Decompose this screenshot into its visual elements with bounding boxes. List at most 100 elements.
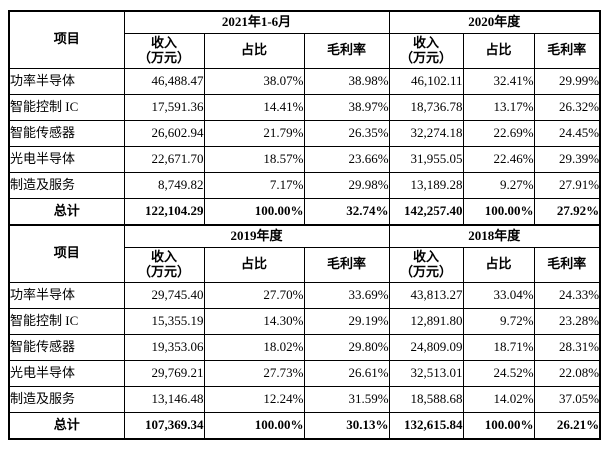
row-label: 功率半导体 xyxy=(8,281,125,309)
header-row-metrics: 收入 （万元） 占比 毛利率 收入 （万元） 占比 毛利率 xyxy=(9,32,601,69)
sub-header-margin: 毛利率 xyxy=(303,246,390,283)
value-cell: 30.13% xyxy=(303,411,390,440)
value-cell: 18,736.78 xyxy=(388,93,464,121)
row-label: 光电半导体 xyxy=(8,359,125,387)
sub-header-margin: 毛利率 xyxy=(533,246,601,283)
value-cell: 14.02% xyxy=(462,385,535,413)
sub-header-share: 占比 xyxy=(203,246,305,283)
value-cell: 14.41% xyxy=(203,93,305,121)
value-cell: 100.00% xyxy=(203,411,305,440)
value-cell: 32.74% xyxy=(303,197,390,226)
value-cell: 33.69% xyxy=(303,281,390,309)
table-row: 智能传感器 26,602.94 21.79% 26.35% 32,274.18 … xyxy=(8,119,601,147)
value-cell: 29.39% xyxy=(533,145,601,173)
value-cell: 38.97% xyxy=(303,93,390,121)
value-cell: 13.17% xyxy=(462,93,535,121)
value-cell: 7.17% xyxy=(203,171,305,199)
value-cell: 17,591.36 xyxy=(123,93,205,121)
period-header: 2020年度 xyxy=(388,10,601,34)
sub-header-revenue: 收入 （万元） xyxy=(388,246,464,283)
row-label: 功率半导体 xyxy=(8,67,125,95)
sub-header-share: 占比 xyxy=(462,246,535,283)
row-label: 智能控制 IC xyxy=(8,307,125,335)
table-row: 制造及服务 13,146.48 12.24% 31.59% 18,588.68 … xyxy=(8,385,601,413)
value-cell: 142,257.40 xyxy=(388,197,464,226)
value-cell: 9.27% xyxy=(462,171,535,199)
row-label: 智能传感器 xyxy=(8,119,125,147)
value-cell: 100.00% xyxy=(462,411,535,440)
value-cell: 12,891.80 xyxy=(388,307,464,335)
value-cell: 46,488.47 xyxy=(123,67,205,95)
value-cell: 26.21% xyxy=(533,411,601,440)
value-cell: 22,671.70 xyxy=(123,145,205,173)
value-cell: 18,588.68 xyxy=(388,385,464,413)
table-row: 功率半导体 46,488.47 38.07% 38.98% 46,102.11 … xyxy=(8,67,601,95)
value-cell: 22.46% xyxy=(462,145,535,173)
value-cell: 24,809.09 xyxy=(388,333,464,361)
value-cell: 23.66% xyxy=(303,145,390,173)
value-cell: 26,602.94 xyxy=(123,119,205,147)
row-label: 光电半导体 xyxy=(8,145,125,173)
total-label: 总计 xyxy=(8,411,125,440)
value-cell: 122,104.29 xyxy=(123,197,205,226)
value-cell: 29.98% xyxy=(303,171,390,199)
value-cell: 26.61% xyxy=(303,359,390,387)
value-cell: 32.41% xyxy=(462,67,535,95)
value-cell: 100.00% xyxy=(462,197,535,226)
value-cell: 29,769.21 xyxy=(123,359,205,387)
value-cell: 27.73% xyxy=(203,359,305,387)
sub-header-revenue: 收入 （万元） xyxy=(123,246,205,283)
total-label: 总计 xyxy=(8,197,125,226)
header-row-periods: 项目 2021年1-6月 2020年度 xyxy=(8,10,601,69)
value-cell: 100.00% xyxy=(203,197,305,226)
sub-header-revenue: 收入 （万元） xyxy=(123,32,205,69)
item-column-header: 项目 xyxy=(8,224,125,283)
row-label: 智能传感器 xyxy=(8,333,125,361)
value-cell: 32,274.18 xyxy=(388,119,464,147)
value-cell: 22.08% xyxy=(533,359,601,387)
sub-header-margin: 毛利率 xyxy=(533,32,601,69)
value-cell: 28.31% xyxy=(533,333,601,361)
value-cell: 132,615.84 xyxy=(388,411,464,440)
value-cell: 18.02% xyxy=(203,333,305,361)
table-row: 智能控制 IC 15,355.19 14.30% 29.19% 12,891.8… xyxy=(8,307,601,335)
period-header: 2019年度 xyxy=(123,224,390,248)
value-cell: 37.05% xyxy=(533,385,601,413)
value-cell: 18.71% xyxy=(462,333,535,361)
value-cell: 46,102.11 xyxy=(388,67,464,95)
sub-header-share: 占比 xyxy=(462,32,535,69)
value-cell: 19,353.06 xyxy=(123,333,205,361)
table-row: 制造及服务 8,749.82 7.17% 29.98% 13,189.28 9.… xyxy=(8,171,601,199)
value-cell: 27.91% xyxy=(533,171,601,199)
value-cell: 27.70% xyxy=(203,281,305,309)
value-cell: 31,955.05 xyxy=(388,145,464,173)
table-row: 智能控制 IC 17,591.36 14.41% 38.97% 18,736.7… xyxy=(8,93,601,121)
value-cell: 29.99% xyxy=(533,67,601,95)
value-cell: 31.59% xyxy=(303,385,390,413)
value-cell: 43,813.27 xyxy=(388,281,464,309)
value-cell: 107,369.34 xyxy=(123,411,205,440)
table-row: 光电半导体 29,769.21 27.73% 26.61% 32,513.01 … xyxy=(8,359,601,387)
header-row-periods: 项目 2019年度 2018年度 xyxy=(8,224,601,283)
row-label: 制造及服务 xyxy=(8,171,125,199)
value-cell: 26.32% xyxy=(533,93,601,121)
value-cell: 24.45% xyxy=(533,119,601,147)
row-label: 智能控制 IC xyxy=(8,93,125,121)
value-cell: 18.57% xyxy=(203,145,305,173)
value-cell: 8,749.82 xyxy=(123,171,205,199)
revenue-margin-table: 项目 2021年1-6月 2020年度 收入 （万元） 占比 毛利率 收入 （万… xyxy=(8,10,602,440)
value-cell: 24.52% xyxy=(462,359,535,387)
value-cell: 29,745.40 xyxy=(123,281,205,309)
value-cell: 9.72% xyxy=(462,307,535,335)
value-cell: 14.30% xyxy=(203,307,305,335)
value-cell: 15,355.19 xyxy=(123,307,205,335)
period-header: 2021年1-6月 xyxy=(123,10,390,34)
period-header: 2018年度 xyxy=(388,224,601,248)
value-cell: 21.79% xyxy=(203,119,305,147)
sub-header-share: 占比 xyxy=(203,32,305,69)
value-cell: 38.98% xyxy=(303,67,390,95)
total-row: 总计 122,104.29 100.00% 32.74% 142,257.40 … xyxy=(8,197,601,226)
table-row: 智能传感器 19,353.06 18.02% 29.80% 24,809.09 … xyxy=(8,333,601,361)
value-cell: 22.69% xyxy=(462,119,535,147)
item-column-header: 项目 xyxy=(8,10,125,69)
